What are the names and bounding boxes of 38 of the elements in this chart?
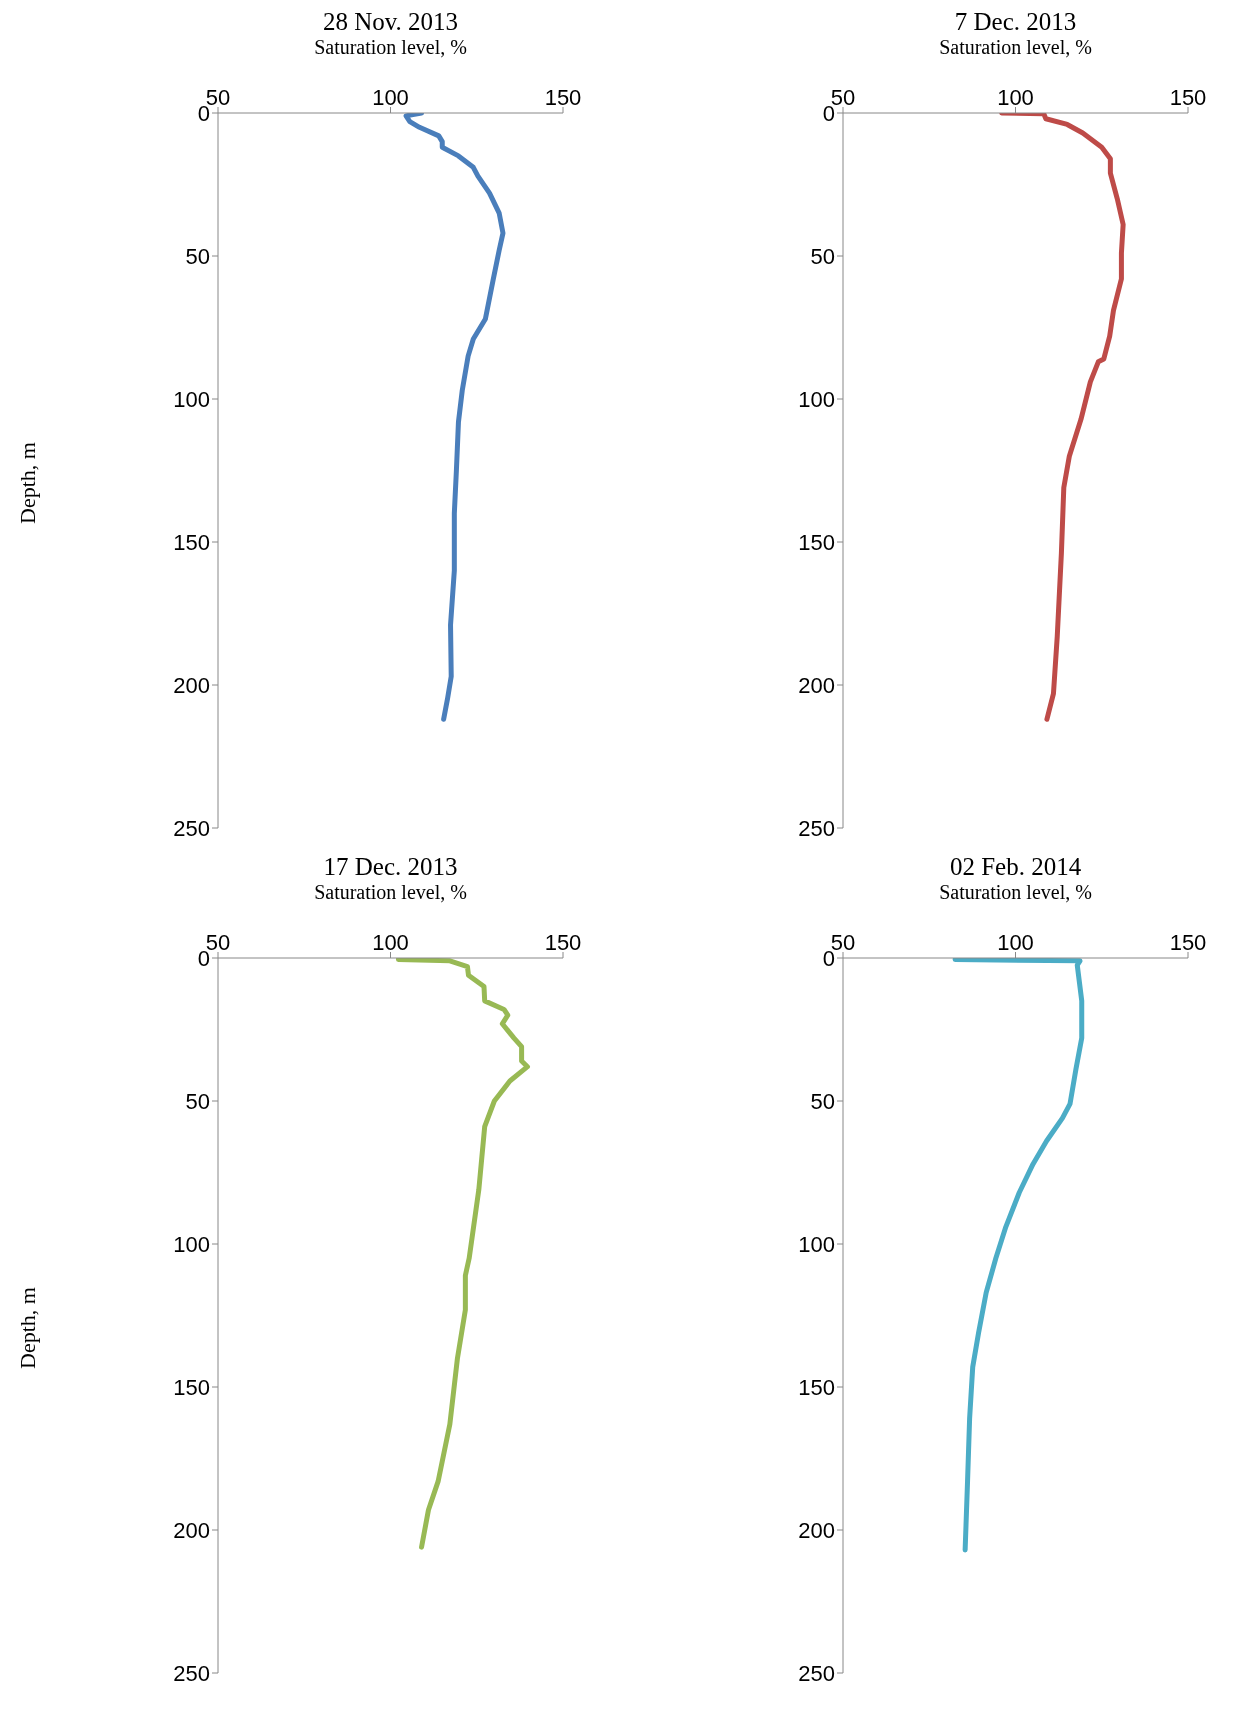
y-tick-label: 150 [173,529,210,555]
chart-title: 02 Feb. 2014 [948,853,1083,881]
y-tick-label: 50 [810,243,835,269]
y-tick-label: 100 [173,1231,210,1257]
x-tick-label: 100 [997,930,1034,955]
x-tick-label: 150 [544,85,582,110]
x-axis-title: Saturation level, % [938,36,1093,59]
y-tick-label: 250 [798,815,835,841]
x-axis-title: Saturation level, % [313,36,468,59]
y-tick-label: 200 [798,672,835,698]
y-axis-title: Depth, m [15,1287,41,1369]
y-tick-label: 100 [798,386,835,412]
x-axis-title: Saturation level, % [938,881,1093,904]
x-tick-label: 100 [997,85,1034,110]
y-tick-label: 50 [185,243,210,269]
chart-title: 28 Nov. 2013 [321,8,460,36]
y-tick-label: 100 [798,1231,835,1257]
x-axis-title: Saturation level, % [313,881,468,904]
chart-title: 17 Dec. 2013 [322,853,459,881]
y-tick-label: 200 [173,1517,210,1543]
y-tick-label: 150 [798,529,835,555]
y-tick-label: 150 [798,1374,835,1400]
y-tick-label: 100 [173,386,210,412]
y-tick-label: 200 [798,1517,835,1543]
x-tick-label: 100 [372,85,409,110]
x-tick-label: 100 [372,930,409,955]
y-tick-label: 150 [173,1374,210,1400]
y-tick-label: 250 [798,1660,835,1686]
y-tick-label: 250 [173,1660,210,1686]
y-axis-title: Depth, m [15,442,41,524]
chart-title: 7 Dec. 2013 [953,8,1078,36]
x-tick-label: 150 [1169,930,1207,955]
y-tick-label: 50 [810,1088,835,1114]
y-tick-label: 250 [173,815,210,841]
y-tick-label: 50 [185,1088,210,1114]
x-tick-label: 150 [1169,85,1207,110]
y-tick-label: 200 [173,672,210,698]
x-tick-label: 150 [544,930,582,955]
